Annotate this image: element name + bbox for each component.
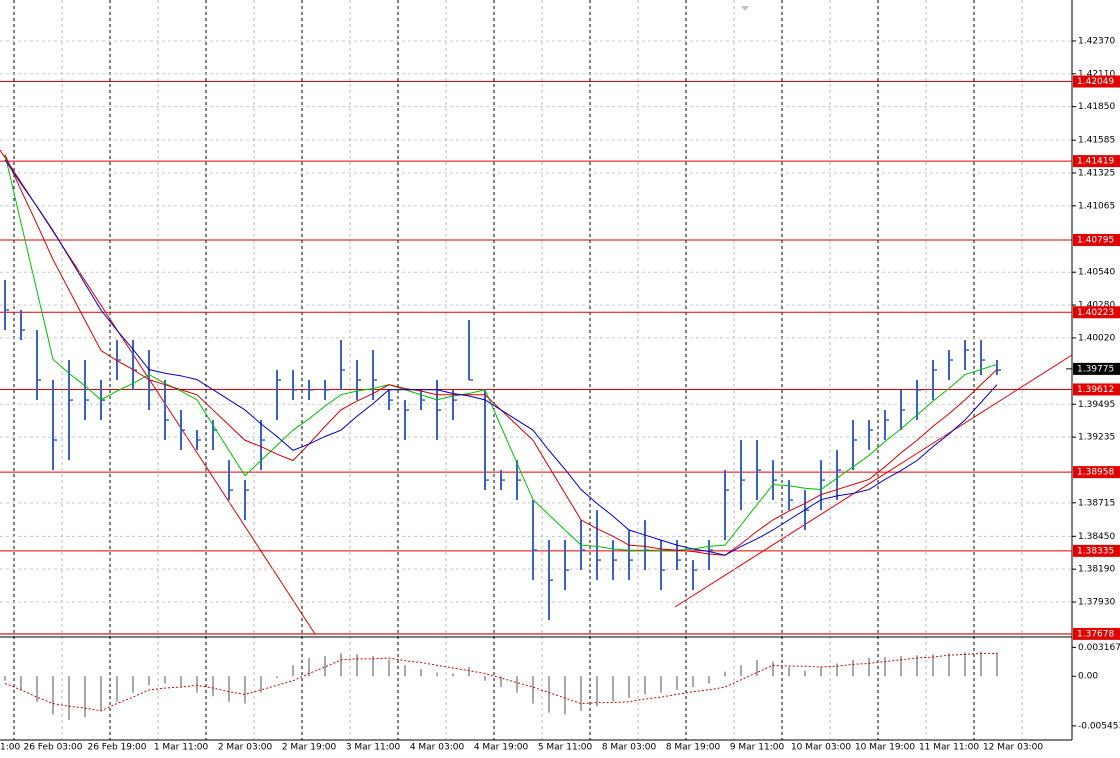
x-tick-label: 4 Mar 19:00 [474,743,529,753]
y-tick-label: 1.42110 [1078,69,1115,79]
y-tick-label: 1.41065 [1078,201,1115,211]
x-tick-label: 1 Mar 11:00 [154,743,209,753]
y-tick-label: 1.38190 [1078,565,1115,575]
level-label: 1.38958 [1077,468,1114,478]
y-tick-label: 1.41325 [1078,169,1115,179]
level-label-bg [1073,383,1120,396]
level-label-bg [1073,466,1120,479]
level-label-bg [1073,627,1120,640]
x-tick-label: 5 Mar 11:00 [538,743,593,753]
y-tick-label: 1.38715 [1078,498,1115,508]
level-label: 1.38335 [1077,546,1114,556]
level-label: 1.39612 [1077,385,1114,395]
x-tick-label: 26 Feb 03:00 [23,743,82,753]
y-tick-label: 1.40540 [1078,268,1115,278]
moving-average [4,159,998,556]
current-price-bg [1073,362,1120,375]
level-label: 1.41419 [1077,157,1114,167]
level-label: 1.40223 [1077,308,1114,318]
y-tick-label: 1.42370 [1078,36,1115,46]
level-label: 1.42049 [1077,77,1114,87]
x-tick-label: 4 Mar 03:00 [410,743,465,753]
level-label-bg [1073,155,1120,168]
x-tick-label: 3 Mar 11:00 [346,743,401,753]
x-tick-label: 9 Mar 11:00 [730,743,785,753]
y-tick-label: 1.39235 [1078,433,1115,443]
level-label-bg [1073,233,1120,246]
trend-line [0,149,316,635]
y-tick-label: 0.00 [1078,672,1098,682]
y-tick-label: 1.38450 [1078,532,1115,542]
level-label: 1.40795 [1077,235,1114,245]
scroll-marker [741,6,749,11]
y-tick-label: 1.41585 [1078,136,1115,146]
y-tick-label: 1.41850 [1078,102,1115,112]
y-tick-label: 0.003167 [1078,643,1120,653]
current-price-label: 1.39775 [1077,364,1114,374]
x-tick-label: 1:00 [0,743,20,753]
y-tick-label: -0.005453 [1078,721,1120,731]
x-tick-label: 10 Mar 19:00 [855,743,915,753]
x-tick-label: 2 Mar 19:00 [282,743,337,753]
x-tick-label: 11 Mar 11:00 [919,743,979,753]
x-tick-label: 26 Feb 19:00 [87,743,146,753]
y-tick-label: 1.39495 [1078,400,1115,410]
y-tick-label: 1.37930 [1078,598,1115,608]
level-label-bg [1073,544,1120,557]
x-tick-label: 12 Mar 03:00 [983,743,1043,753]
x-tick-label: 2 Mar 03:00 [218,743,273,753]
level-label-bg [1073,75,1120,88]
level-label: 1.37678 [1077,629,1114,639]
x-tick-label: 10 Mar 03:00 [791,743,851,753]
x-tick-label: 8 Mar 03:00 [602,743,657,753]
level-label-bg [1073,306,1120,319]
y-tick-label: 1.40020 [1078,333,1115,343]
trend-line [674,354,1073,608]
x-tick-label: 8 Mar 19:00 [666,743,721,753]
y-tick-label: 1.40280 [1078,301,1115,311]
